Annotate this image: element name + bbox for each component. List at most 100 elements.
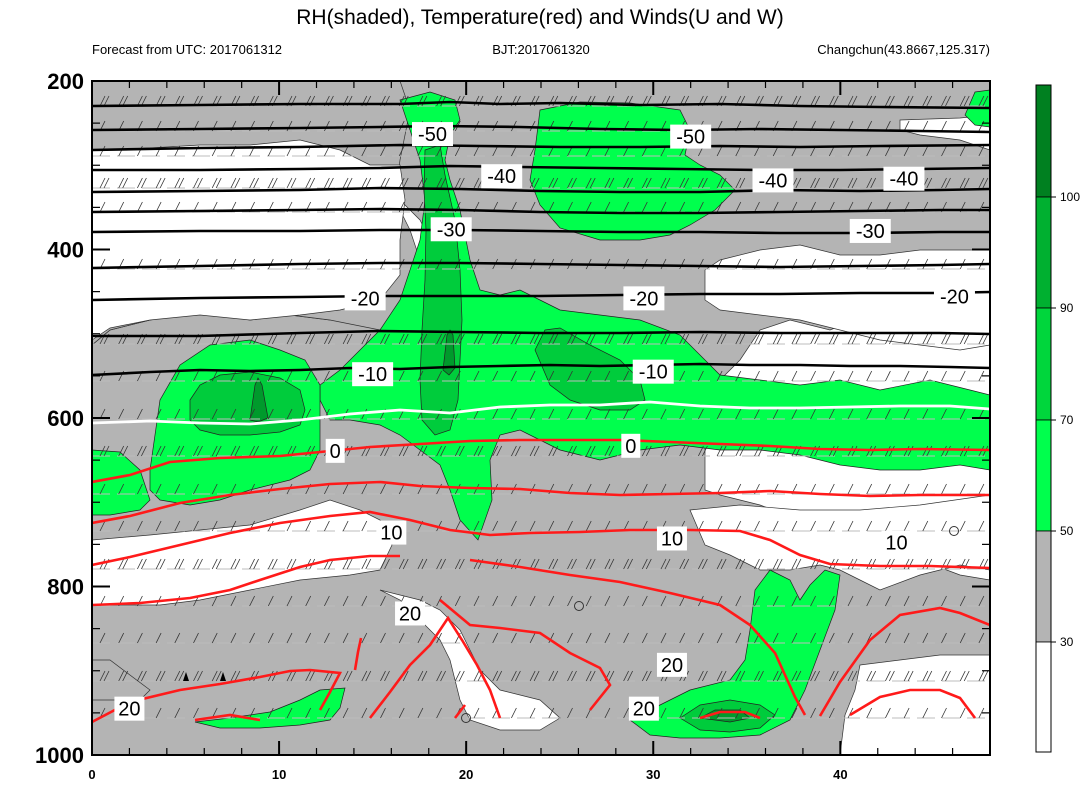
wind-barb [851, 177, 858, 189]
wind-barb [361, 145, 368, 157]
wind-barb [922, 408, 929, 420]
wind-barb [421, 333, 428, 345]
wind-barb [174, 632, 181, 644]
wind-barb [885, 558, 891, 570]
wind-barb [211, 483, 218, 495]
wind-barb [473, 370, 480, 382]
wind-barb [290, 670, 297, 682]
wind-barb [903, 632, 910, 644]
wind-barb [889, 670, 895, 682]
wind-barb [604, 632, 611, 644]
wind-barb [211, 520, 218, 532]
rh-green-bottom-right [629, 569, 841, 739]
isotherm-minus10-b [92, 362, 990, 377]
wind-barb [515, 333, 521, 345]
wind-barb [758, 333, 764, 345]
isotherm-plus20-c [92, 668, 343, 724]
wind-barb [380, 483, 386, 495]
wind-barb [230, 483, 237, 495]
y-tick-label: 600 [47, 406, 84, 431]
wind-barb [585, 408, 592, 420]
wind-barb [436, 145, 442, 157]
wind-barb [436, 707, 442, 719]
wind-barb [567, 445, 573, 457]
wind-barb [567, 408, 573, 420]
wind-barb [959, 445, 966, 457]
wind-barb [641, 333, 648, 345]
wind-barb [492, 520, 499, 532]
wind-barb [567, 370, 573, 382]
wind-barb [604, 707, 611, 719]
wind-barb [365, 333, 372, 345]
isotherm-plus20-d [353, 637, 363, 671]
wind-barb [589, 333, 596, 345]
isotherm-minus20-b [92, 290, 990, 302]
wind-barb [776, 670, 783, 682]
calm-wind-markers [461, 526, 959, 723]
wind-barb [604, 370, 611, 382]
colorbar-segment [1035, 196, 1052, 309]
wind-barb [627, 177, 633, 189]
wind-barb [492, 670, 499, 682]
wind-barb [870, 95, 877, 107]
wind-barb [458, 558, 465, 570]
wind-barb [664, 445, 671, 457]
wind-barb [324, 595, 330, 607]
wind-barb [870, 670, 877, 682]
contour-label: 20 [395, 601, 426, 626]
wind-barb [810, 95, 816, 107]
wind-barb [492, 595, 499, 607]
wind-barb [941, 370, 947, 382]
wind-barb [122, 95, 129, 107]
plot-area: -50 -50 -40 -40 -40 -30 -30 -20 -20 -20 -10 -10 0 0 10… [92, 81, 990, 755]
wind-barb [866, 670, 873, 682]
wind-barb [978, 632, 985, 644]
wind-flag [220, 672, 226, 681]
wind-barb [473, 333, 480, 345]
contour-label: 20 [656, 652, 687, 677]
rh-white-lower-left [92, 499, 393, 606]
wind-barb [380, 333, 386, 345]
isotherm-plus25-e [699, 710, 761, 720]
wind-barb [361, 520, 368, 532]
wind-barb [290, 177, 297, 189]
wind-barb [384, 558, 390, 570]
wind-barb [137, 670, 143, 682]
wind-barb [959, 520, 966, 532]
wind-barb [922, 95, 929, 107]
wind-barb [885, 370, 891, 382]
wind-barb [99, 95, 106, 107]
wind-barb [103, 445, 110, 457]
wind-barb [99, 370, 106, 382]
wind-barb [286, 632, 293, 644]
wind-barb [211, 177, 218, 189]
wind-barb [870, 558, 877, 570]
wind-barb [286, 408, 293, 420]
contour-label-text: -10 [358, 364, 387, 386]
isotherms-cold [92, 100, 990, 377]
contour-label: 10 [656, 526, 687, 551]
wind-barb [922, 333, 929, 345]
wind-barb [118, 632, 125, 644]
wind-barb [384, 177, 390, 189]
wind-barb [211, 558, 218, 570]
contour-label-bg [933, 284, 975, 309]
colorbar-segment [1035, 641, 1052, 753]
wind-barb [552, 177, 559, 189]
wind-barb [155, 558, 162, 570]
wind-barb [215, 670, 222, 682]
contour-label-text: -50 [418, 124, 447, 146]
contour-label-text: -20 [629, 288, 658, 310]
wind-barb [193, 177, 199, 189]
wind-barb [99, 520, 106, 532]
wind-barb [698, 370, 704, 382]
wind-barb [473, 445, 480, 457]
contour-label-bg [325, 438, 345, 463]
contour-label-text: -30 [856, 221, 885, 243]
wind-barb [230, 595, 237, 607]
colorbar-label: 90 [1060, 301, 1074, 315]
wind-barb [380, 595, 386, 607]
wind-barb [305, 520, 312, 532]
wind-barb [926, 558, 933, 570]
